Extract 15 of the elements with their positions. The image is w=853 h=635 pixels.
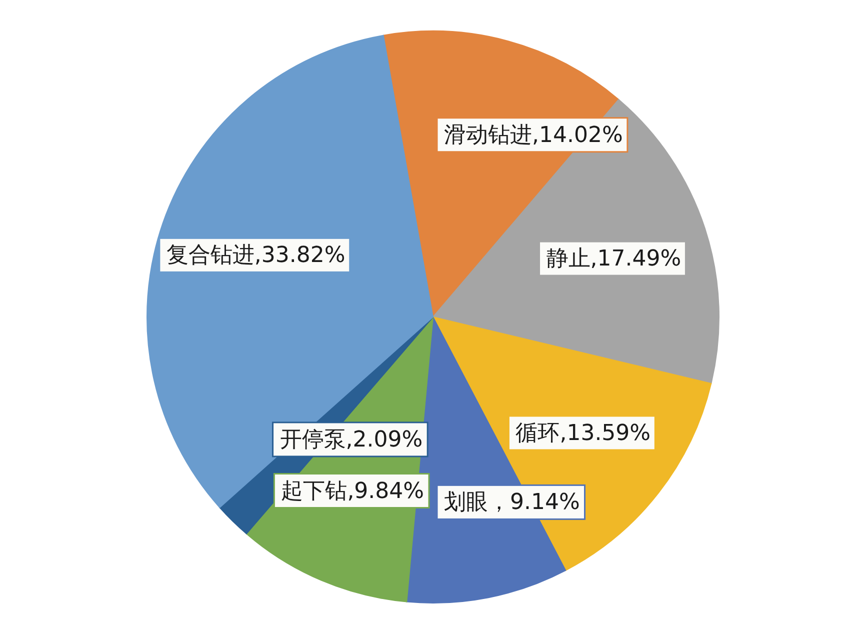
data-label: ,17.49%: [590, 246, 682, 272]
data-label: ,33.82%: [254, 242, 346, 268]
slice-label: 开停泵: [280, 426, 346, 452]
data-label: ,2.09%: [346, 426, 423, 452]
data-label: ,9.84%: [347, 478, 424, 504]
slice-label: 滑动钻进: [444, 122, 532, 148]
slice-label: 静止: [546, 246, 590, 272]
slice-label: 复合钻进: [166, 242, 254, 268]
slice-label: 起下钻: [281, 478, 348, 504]
slice-label: 划眼: [444, 490, 488, 515]
data-label: ，9.14%: [488, 490, 580, 515]
data-label: ,13.59%: [560, 420, 651, 446]
data-label: ,14.02%: [532, 122, 623, 148]
slice-label: 循环: [516, 420, 560, 446]
pie-slice: [146, 34, 434, 508]
